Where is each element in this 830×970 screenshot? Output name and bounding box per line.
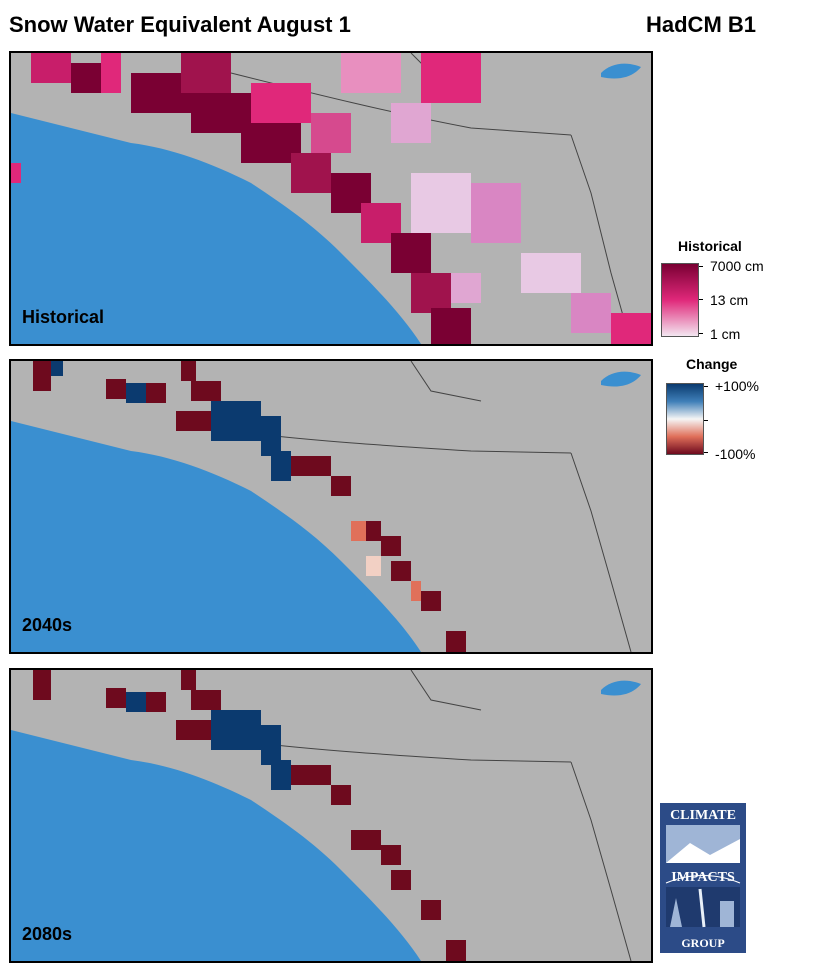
panel-label-historical: Historical [22,307,105,327]
historical-tick-mid [699,299,703,300]
2080s-map-panel: 2080s [9,668,653,963]
change-legend-min: -100% [715,446,756,462]
change-cells-2080s [33,670,466,961]
historical-legend-title: Historical [678,238,742,254]
historical-map-panel: Historical [9,51,653,346]
2080s-map [11,670,651,961]
logo-text-impacts: IMPACTS [671,870,735,885]
2040s-map-panel: 2040s [9,359,653,654]
panel-label-2040s: 2040s [22,615,73,635]
logo-text-group: GROUP [681,936,724,950]
historical-legend-min: 1 cm [710,326,741,342]
change-legend-bar [666,383,704,455]
change-legend-max: +100% [715,378,759,394]
change-tick-min [704,452,708,453]
change-tick-mid [704,420,708,421]
historical-map [11,53,651,344]
panel-label-2080s: 2080s [22,924,73,944]
historical-tick-min [699,333,703,334]
historical-legend-max: 7000 cm [710,258,764,274]
map-title: Snow Water Equivalent August 1 [9,12,351,37]
logo-text-climate: CLIMATE [670,808,736,823]
swe-cells [11,53,651,344]
scenario-label: HadCM B1 [646,12,757,37]
change-legend-title: Change [686,356,738,372]
historical-tick-max [699,266,703,267]
change-tick-max [704,386,708,387]
change-cells [33,361,466,652]
historical-legend-bar [661,263,699,337]
climate-impacts-group-logo: CLIMATE IMPACTS GROUP [660,803,746,953]
historical-legend-mid: 13 cm [710,292,749,308]
2040s-map [11,361,651,652]
